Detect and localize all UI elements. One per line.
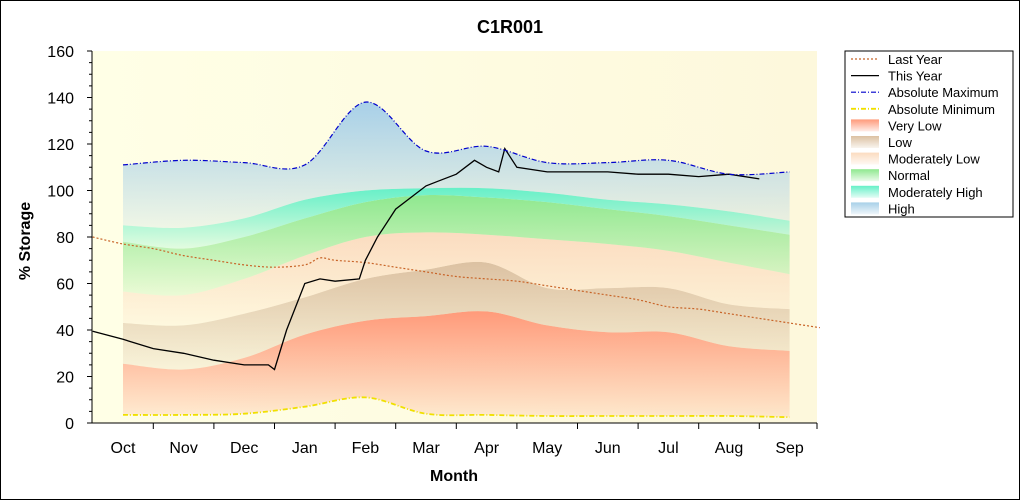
bands-layer [123, 102, 790, 418]
axes-layer: 0 20 40 60 80 100 120 140 160 Oct Nov Dec Jan Feb Mar A… [47, 44, 818, 457]
legend-label-moderately-low: Moderately Low [888, 152, 980, 167]
chart-title: C1R001 [477, 17, 543, 37]
x-tick-label-mar: Mar [412, 440, 440, 457]
band-moderately-high [123, 187, 790, 249]
legend-label-this-year: This Year [888, 69, 943, 84]
x-tick-label-jun: Jun [595, 440, 621, 457]
x-tick-label-sep: Sep [775, 440, 804, 457]
x-tick-label-aug: Aug [715, 440, 743, 457]
x-tick-label-apr: Apr [474, 440, 500, 457]
series-line-this-year [92, 147, 760, 371]
legend-label-last-year: Last Year [888, 52, 943, 67]
x-tick-label-jul: Jul [658, 440, 678, 457]
legend-label-normal: Normal [888, 168, 930, 183]
legend-label-low: Low [888, 135, 912, 150]
x-tick-label-may: May [532, 440, 562, 457]
y-tick-label: 0 [65, 416, 74, 433]
legend-swatch-moderately-low [851, 152, 879, 165]
x-tick-label-jan: Jan [292, 440, 318, 457]
series-line-absolute-maximum [122, 101, 790, 176]
x-tick-label-feb: Feb [352, 440, 380, 457]
y-tick-label: 160 [47, 44, 74, 61]
x-axis-label: Month [430, 468, 478, 485]
legend-label-high: High [888, 201, 915, 216]
series-line-absolute-minimum [122, 396, 790, 419]
band-low [123, 261, 790, 370]
legend-swatch-normal [851, 169, 879, 182]
band-high [123, 102, 790, 228]
x-tick-label-oct: Oct [111, 440, 136, 457]
legend-label-absolute-minimum: Absolute Minimum [888, 102, 995, 117]
y-tick-label: 120 [47, 137, 74, 154]
legend-swatch-low [851, 136, 879, 148]
y-tick-label: 60 [56, 277, 74, 294]
y-tick-label: 40 [56, 323, 74, 340]
y-tick-label: 80 [56, 230, 74, 247]
legend-label-very-low: Very Low [888, 118, 942, 133]
x-tick-label-nov: Nov [169, 440, 197, 457]
band-moderately-low [123, 232, 790, 326]
legend-swatch-very-low [851, 119, 879, 132]
x-tick-label-dec: Dec [230, 440, 258, 457]
series-layer [92, 101, 820, 419]
legend-swatch-moderately-high [851, 185, 879, 198]
band-normal [123, 194, 790, 296]
band-very-low [123, 311, 790, 418]
y-tick-label: 100 [47, 184, 74, 201]
legend-label-moderately-high: Moderately High [888, 185, 983, 200]
y-axis-label: % Storage [17, 202, 34, 280]
legend-swatch-high [851, 202, 879, 215]
y-tick-label: 20 [56, 370, 74, 387]
y-tick-label: 140 [47, 91, 74, 108]
legend-label-absolute-maximum: Absolute Maximum [888, 85, 999, 100]
